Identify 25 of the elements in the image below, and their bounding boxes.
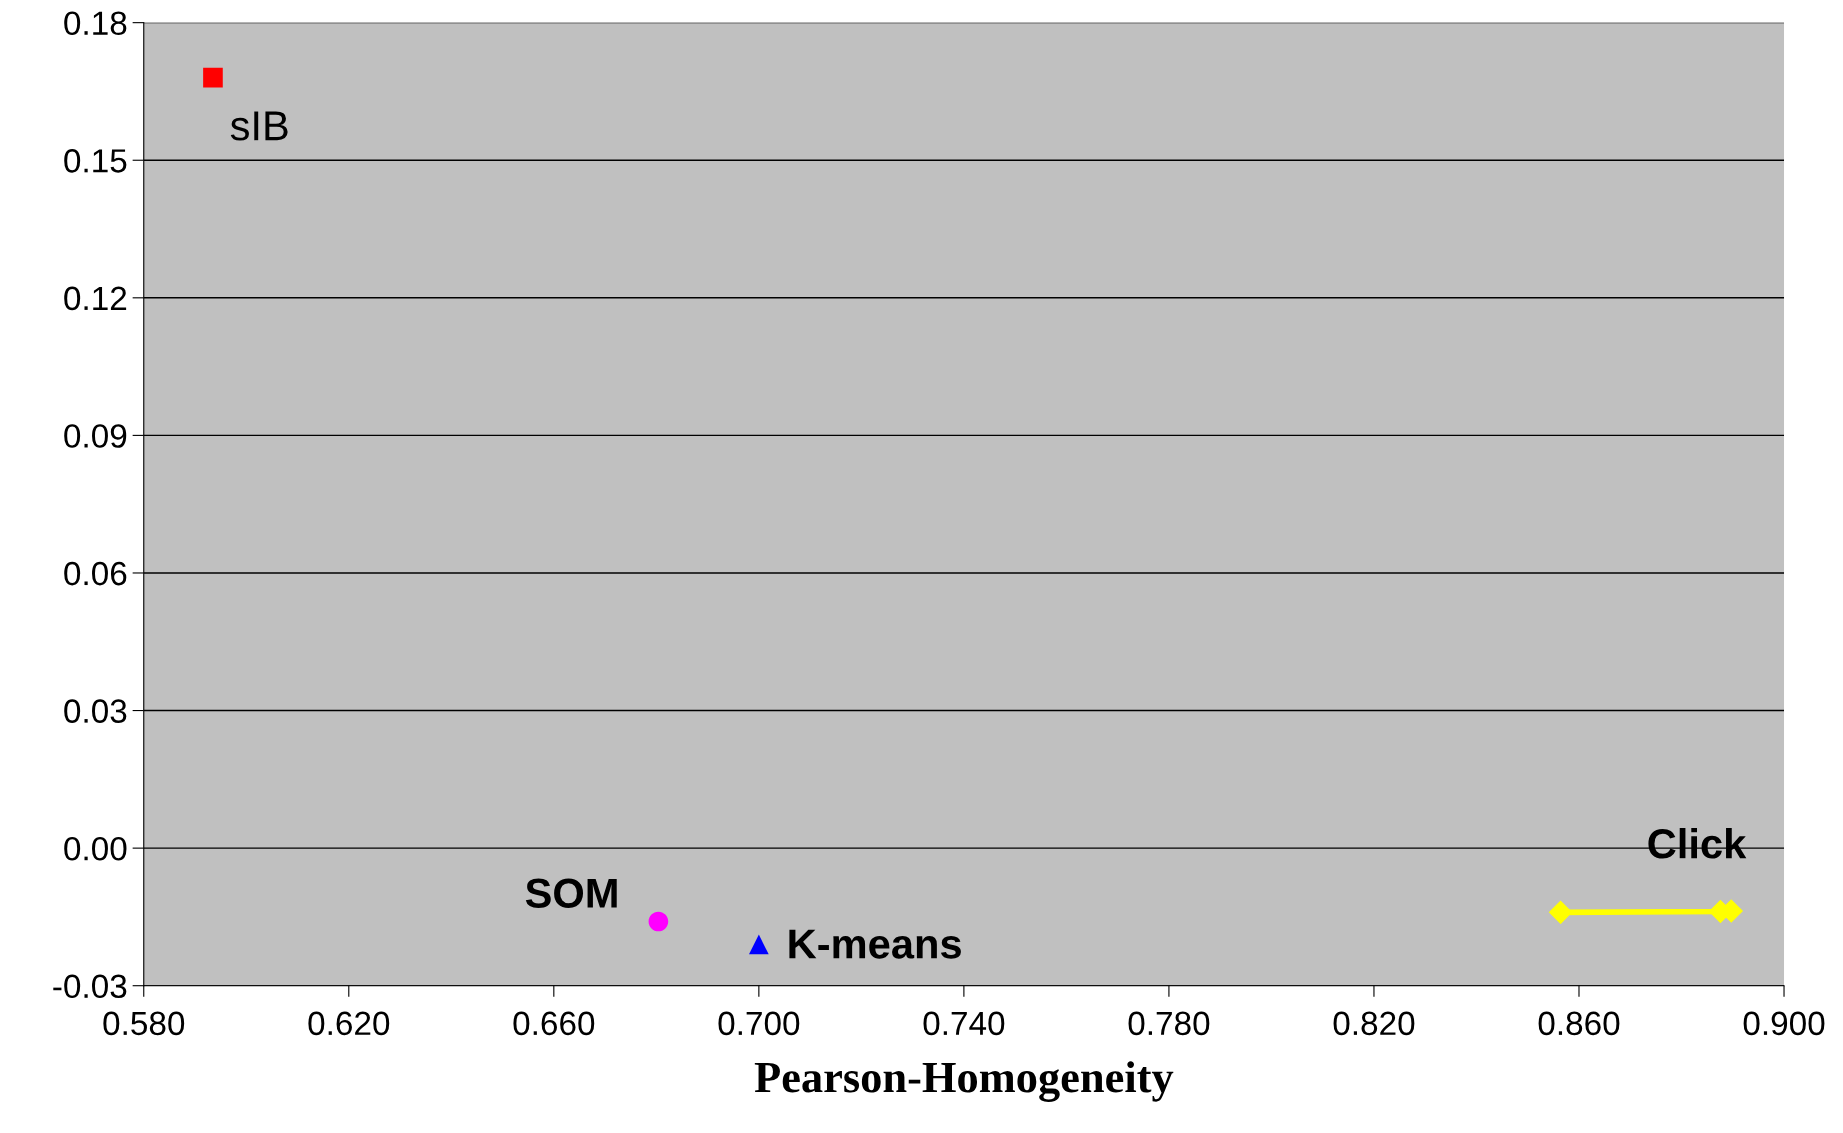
x-tick-label: 0.620 xyxy=(308,1011,390,1036)
y-tick-label: 0.09 xyxy=(64,424,127,448)
x-tick-label: 0.660 xyxy=(513,1011,595,1036)
x-tick-label: 0.780 xyxy=(1128,1011,1210,1036)
y-tick-label: -0.03 xyxy=(53,974,127,999)
y-tick-label: 0.18 xyxy=(64,11,127,36)
series-label: K-means xyxy=(789,929,961,959)
y-tick-label: 0.03 xyxy=(64,699,127,723)
x-tick-label: 0.740 xyxy=(923,1011,1005,1036)
point xyxy=(749,934,769,955)
point xyxy=(203,67,223,88)
y-tick-label: 0.15 xyxy=(64,149,127,173)
y-tick-label: 0.00 xyxy=(64,836,127,861)
x-tick-label: 0.580 xyxy=(103,1011,185,1036)
x-tick-label: 0.700 xyxy=(718,1011,800,1036)
x-tick-label: 0.860 xyxy=(1538,1011,1620,1036)
series-label: sIB xyxy=(230,111,288,141)
x-tick-label: 0.900 xyxy=(1743,1011,1825,1036)
point xyxy=(648,911,669,932)
y-tick-label: 0.06 xyxy=(64,561,127,586)
series-label: SOM xyxy=(525,878,617,909)
x-tick-label: 0.820 xyxy=(1333,1011,1415,1036)
y-tick-label: 0.12 xyxy=(64,286,127,311)
x-axis-title: Pearson-Homogeneity xyxy=(754,1061,1174,1102)
point xyxy=(1549,900,1573,924)
